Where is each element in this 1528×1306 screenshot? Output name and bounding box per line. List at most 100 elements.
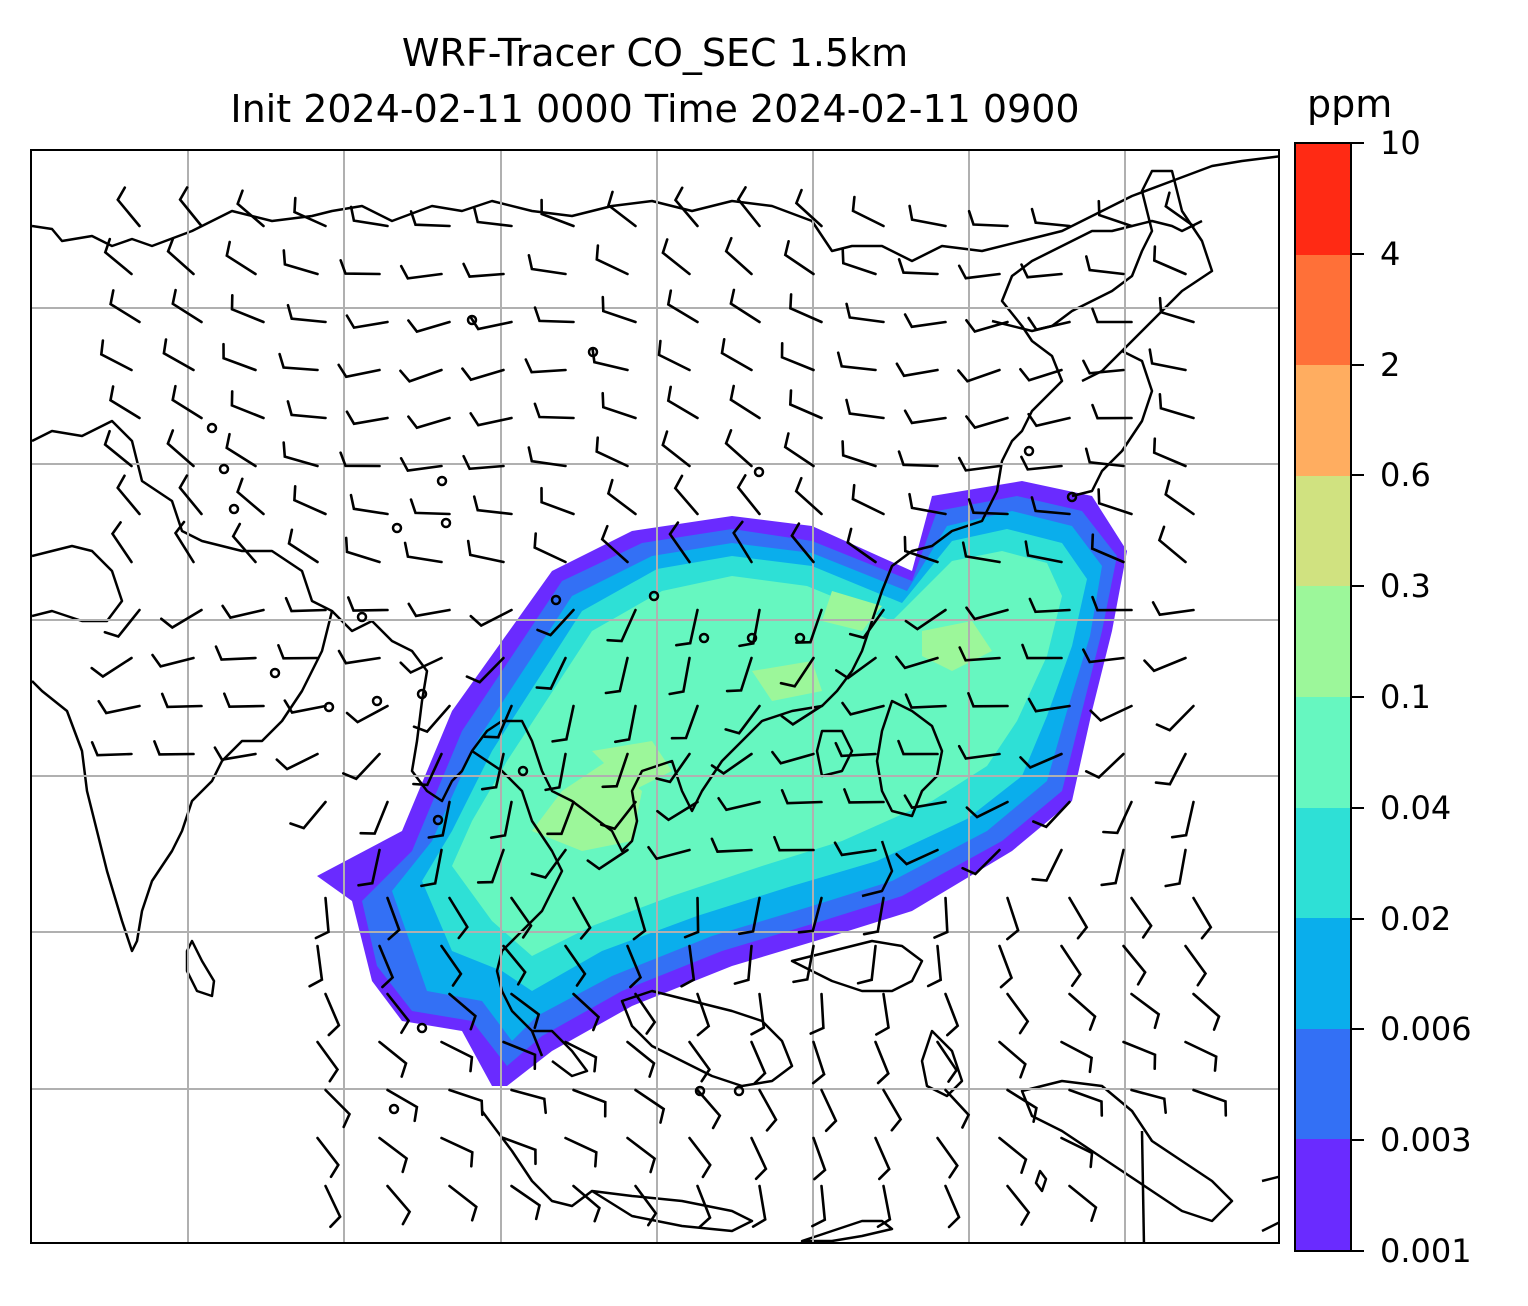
wind-barb bbox=[282, 441, 319, 468]
wind-barb bbox=[378, 1040, 408, 1078]
wind-barb bbox=[225, 240, 257, 276]
wind-barb bbox=[110, 521, 133, 564]
colorbar bbox=[1294, 142, 1352, 1252]
wind-barb bbox=[116, 186, 141, 228]
wind-barb bbox=[908, 492, 947, 516]
wind-barb bbox=[564, 1136, 598, 1168]
wind-barb bbox=[965, 319, 1009, 333]
wind-barb bbox=[407, 319, 451, 334]
wind-barb bbox=[448, 1088, 484, 1117]
wind-barb bbox=[1102, 800, 1133, 835]
colorbar-tick bbox=[1352, 1250, 1364, 1252]
wind-barb bbox=[1082, 359, 1125, 375]
wind-barb bbox=[851, 483, 885, 516]
wind-barb bbox=[724, 236, 753, 276]
wind-barb bbox=[874, 1040, 890, 1085]
wind-barb bbox=[286, 400, 327, 420]
wind-barb bbox=[717, 797, 761, 812]
wind-barb bbox=[1164, 848, 1187, 888]
wind-barb bbox=[936, 1040, 959, 1083]
wind-barb bbox=[626, 1040, 656, 1078]
wind-barb bbox=[289, 800, 327, 830]
wind-barb bbox=[221, 604, 265, 620]
wind-barb bbox=[482, 704, 513, 739]
wind-barb bbox=[809, 992, 825, 1035]
wind-barb bbox=[465, 656, 505, 684]
wind-barb bbox=[1028, 597, 1071, 614]
wind-barb bbox=[724, 704, 761, 735]
wind-barb bbox=[564, 944, 587, 987]
wind-barb bbox=[908, 204, 947, 228]
wind-barb bbox=[903, 535, 939, 564]
wind-barb bbox=[876, 1184, 892, 1228]
wind-barb bbox=[1019, 368, 1063, 382]
wind-barb bbox=[675, 608, 699, 647]
wind-barb bbox=[856, 944, 877, 985]
wind-barb bbox=[1031, 848, 1063, 882]
colorbar-tick-label: 0.04 bbox=[1380, 788, 1452, 827]
wind-barb bbox=[882, 1088, 903, 1132]
wind-barb bbox=[1068, 1088, 1104, 1117]
wind-barb bbox=[794, 188, 823, 228]
wind-barb bbox=[476, 848, 505, 884]
wind-barb bbox=[926, 944, 943, 988]
wind-barb bbox=[780, 704, 823, 726]
colorbar-segment bbox=[1296, 475, 1350, 587]
wind-barb bbox=[275, 752, 319, 771]
wind-barb bbox=[1060, 944, 1082, 987]
wind-barb bbox=[897, 258, 939, 276]
wind-barb bbox=[1006, 992, 1030, 1035]
wind-barb bbox=[572, 992, 601, 1032]
wind-barb bbox=[489, 800, 513, 839]
colorbar-tick bbox=[1352, 917, 1364, 920]
map-canvas bbox=[32, 151, 1278, 1242]
wind-barb bbox=[109, 289, 141, 324]
wind-barb bbox=[1148, 348, 1187, 372]
wind-barb bbox=[601, 391, 637, 420]
wind-barb bbox=[933, 896, 949, 939]
wind-barb bbox=[606, 478, 637, 516]
wind-barb bbox=[349, 205, 389, 228]
wind-barb bbox=[316, 1040, 340, 1083]
wind-barb bbox=[90, 741, 133, 757]
wind-barb bbox=[1091, 403, 1133, 420]
wind-barb bbox=[710, 752, 753, 775]
coastlines bbox=[32, 155, 1278, 1242]
wind-barb bbox=[1060, 1136, 1094, 1169]
wind-barb bbox=[1157, 525, 1187, 564]
wind-barb bbox=[116, 474, 141, 516]
colorbar-tick bbox=[1352, 806, 1364, 809]
wind-barb bbox=[386, 896, 401, 941]
wind-barb bbox=[469, 315, 513, 331]
wind-barb bbox=[510, 1184, 541, 1221]
wind-barb bbox=[904, 693, 947, 709]
wind-barb bbox=[409, 498, 451, 516]
colorbar-segment bbox=[1296, 918, 1350, 1030]
wind-barb bbox=[551, 704, 575, 743]
wind-barb bbox=[895, 655, 939, 670]
wind-barb bbox=[527, 254, 567, 276]
colorbar-tick-label: 0.3 bbox=[1380, 567, 1431, 606]
wind-barb bbox=[440, 944, 463, 987]
wind-barb bbox=[965, 800, 1009, 819]
wind-barb bbox=[160, 608, 203, 630]
wind-barb bbox=[572, 896, 592, 940]
wind-barb bbox=[812, 1136, 827, 1181]
wind-barb bbox=[673, 186, 699, 228]
wind-barb bbox=[967, 692, 1009, 708]
colorbar-tick bbox=[1352, 1028, 1364, 1031]
wind-barb bbox=[448, 896, 469, 940]
wind-barb bbox=[1091, 595, 1133, 612]
wind-barb bbox=[957, 744, 1001, 760]
wind-barb bbox=[502, 1136, 537, 1166]
calm-wind-markers bbox=[206, 314, 1078, 1115]
wind-barb bbox=[1085, 255, 1125, 276]
wind-barb bbox=[958, 646, 1001, 662]
wind-barb bbox=[961, 541, 1001, 564]
wind-barb bbox=[357, 848, 381, 887]
wind-barb bbox=[527, 446, 567, 468]
wind-barb bbox=[1024, 540, 1063, 564]
wind-barb bbox=[461, 367, 505, 382]
wind-barb bbox=[546, 800, 575, 836]
plume-level-0.1-d bbox=[592, 741, 672, 791]
